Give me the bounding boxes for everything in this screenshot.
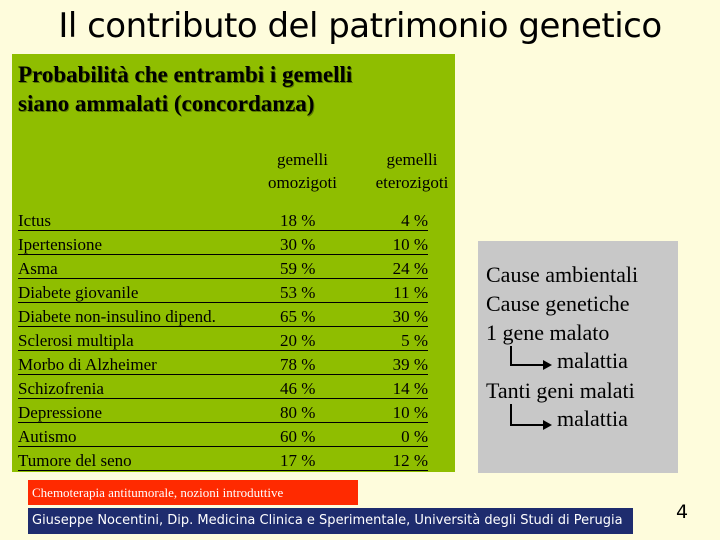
arrow-1-vertical xyxy=(510,346,512,366)
homozygotic-value: 80 % xyxy=(280,403,316,422)
cause-many-genes: Tanti geni malati xyxy=(486,378,635,403)
heterozygotic-value: 12 % xyxy=(392,451,428,470)
column-header-homozygotic-line-1: gemelli xyxy=(277,150,328,169)
heterozygotic-value: 10 % xyxy=(392,403,428,422)
subtitle-line-2: siano ammalati (concordanza) xyxy=(18,91,315,116)
table-row: Autismo 60 % 0 % xyxy=(18,426,428,450)
heterozygotic-value: 39 % xyxy=(392,355,428,374)
column-header-heterozygotic: gemelli eterozigoti xyxy=(362,148,462,194)
heterozygotic-value: 30 % xyxy=(392,307,428,326)
table-row: Asma 59 % 24 % xyxy=(18,258,428,282)
table-row: Morbo di Alzheimer 78 % 39 % xyxy=(18,354,428,378)
row-underline xyxy=(18,350,428,351)
page-number: 4 xyxy=(676,501,689,523)
data-panel xyxy=(12,54,455,472)
table-row: Diabete giovanile 53 % 11 % xyxy=(18,282,428,306)
heterozygotic-value: 14 % xyxy=(392,379,428,398)
table-row: Ictus 18 % 4 % xyxy=(18,210,428,234)
disease-name: Ipertensione xyxy=(18,235,103,254)
row-underline xyxy=(18,254,428,255)
slide-title: Il contributo del patrimonio genetico xyxy=(58,6,662,46)
column-header-heterozygotic-line-2: eterozigoti xyxy=(375,173,449,192)
row-underline xyxy=(18,326,428,327)
homozygotic-value: 59 % xyxy=(280,259,316,278)
footer-course-title: Chemoterapia antitumorale, nozioni intro… xyxy=(28,480,358,505)
heterozygotic-value: 0 % xyxy=(401,427,428,446)
disease-name: Sclerosi multipla xyxy=(18,331,134,350)
cause-disease-2: malattia xyxy=(557,406,628,431)
homozygotic-value: 20 % xyxy=(280,331,316,350)
row-underline xyxy=(18,446,428,447)
arrow-1-horizontal xyxy=(510,364,544,366)
homozygotic-value: 30 % xyxy=(280,235,316,254)
disease-name: Autismo xyxy=(18,427,77,446)
homozygotic-value: 65 % xyxy=(280,307,316,326)
row-underline xyxy=(18,422,428,423)
column-header-homozygotic-line-2: omozigoti xyxy=(268,173,337,192)
arrow-2-head-icon xyxy=(543,420,552,430)
cause-one-gene: 1 gene malato xyxy=(486,320,610,345)
disease-name: Diabete non-insulino dipend. xyxy=(18,307,216,326)
heterozygotic-value: 4 % xyxy=(401,211,428,230)
heterozygotic-value: 10 % xyxy=(392,235,428,254)
row-underline xyxy=(18,374,428,375)
row-underline xyxy=(18,302,428,303)
cause-environmental: Cause ambientali xyxy=(486,262,639,287)
table-row: Ipertensione 30 % 10 % xyxy=(18,234,428,258)
column-header-heterozygotic-line-1: gemelli xyxy=(386,150,438,169)
disease-name: Ictus xyxy=(18,211,52,230)
row-underline xyxy=(18,398,428,399)
cause-genetic: Cause genetiche xyxy=(486,291,630,316)
table-row: Sclerosi multipla 20 % 5 % xyxy=(18,330,428,354)
disease-name: Morbo di Alzheimer xyxy=(18,355,157,374)
table-row: Tumore del seno 17 % 12 % xyxy=(18,450,428,474)
column-header-homozygotic: gemelli omozigoti xyxy=(255,148,350,194)
table-row: Schizofrenia 46 % 14 % xyxy=(18,378,428,402)
disease-name: Asma xyxy=(18,259,58,278)
row-underline xyxy=(18,470,428,471)
heterozygotic-value: 5 % xyxy=(401,331,428,350)
arrow-2-vertical xyxy=(510,404,512,426)
arrow-2-horizontal xyxy=(510,424,544,426)
heterozygotic-value: 24 % xyxy=(392,259,428,278)
table-row: Depressione 80 % 10 % xyxy=(18,402,428,426)
panel-subtitle: Probabilità che entrambi i gemelli siano… xyxy=(18,60,448,118)
arrow-1-head-icon xyxy=(543,360,552,370)
disease-name: Diabete giovanile xyxy=(18,283,139,302)
homozygotic-value: 17 % xyxy=(280,451,316,470)
subtitle-line-1: Probabilità che entrambi i gemelli xyxy=(18,62,353,87)
heterozygotic-value: 11 % xyxy=(393,283,428,302)
row-underline xyxy=(18,278,428,279)
table-row: Diabete non-insulino dipend. 65 % 30 % xyxy=(18,306,428,330)
disease-name: Depressione xyxy=(18,403,103,422)
homozygotic-value: 53 % xyxy=(280,283,316,302)
homozygotic-value: 78 % xyxy=(280,355,316,374)
footer-author: Giuseppe Nocentini, Dip. Medicina Clinic… xyxy=(28,508,633,534)
disease-name: Tumore del seno xyxy=(18,451,132,470)
homozygotic-value: 46 % xyxy=(280,379,316,398)
homozygotic-value: 60 % xyxy=(280,427,316,446)
homozygotic-value: 18 % xyxy=(280,211,316,230)
row-underline xyxy=(18,230,428,231)
cause-disease-1: malattia xyxy=(557,348,628,373)
disease-name: Schizofrenia xyxy=(18,379,104,398)
